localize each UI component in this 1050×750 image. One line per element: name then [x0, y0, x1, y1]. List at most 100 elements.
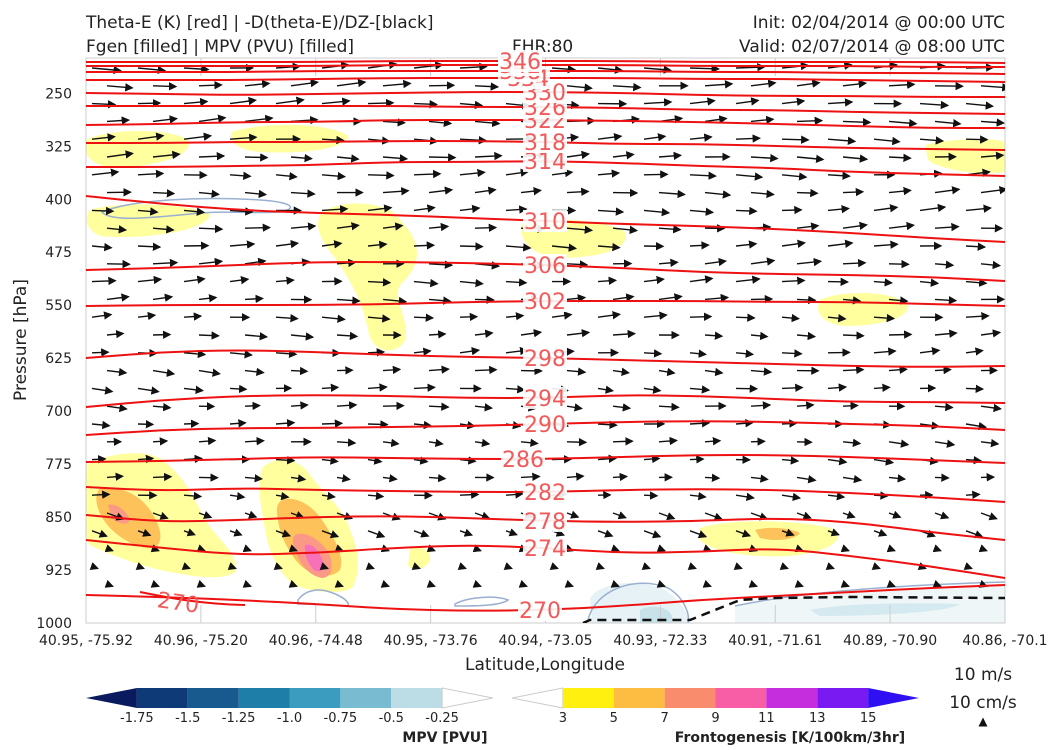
wind-vector — [474, 295, 495, 304]
wind-vector — [965, 421, 988, 431]
wind-vector — [474, 186, 497, 195]
wind-vector — [871, 562, 881, 571]
wind-vector — [735, 419, 754, 428]
wind-vector — [137, 528, 152, 537]
wind-vector — [873, 204, 899, 213]
contour-label: 274 — [524, 537, 566, 562]
y-tick-label: 325 — [45, 139, 72, 155]
wind-vector — [566, 260, 589, 269]
wind-vector — [597, 529, 614, 538]
wind-vector — [781, 456, 800, 465]
wind-vector — [367, 314, 391, 323]
colorbar-tick: -0.25 — [425, 711, 459, 726]
wind-vector — [551, 168, 574, 178]
wind-vector — [336, 401, 358, 410]
wind-vector — [934, 511, 950, 520]
wind-vector — [735, 492, 755, 501]
wind-vector — [183, 385, 204, 394]
wind-vector — [505, 243, 532, 252]
colorbar-swatch — [441, 687, 494, 709]
wind-vector — [382, 296, 408, 306]
wind-vector — [198, 224, 224, 234]
mpv-colorbar: -1.75 -1.5 -1.25 -1.0 -0.75 -0.5 -0.25 — [86, 687, 494, 726]
wind-vector — [750, 257, 776, 266]
wind-vector — [336, 222, 360, 231]
wind-vector — [275, 313, 299, 323]
wind-vector — [244, 114, 274, 124]
wind-vector — [687, 562, 697, 571]
wind-vector — [152, 511, 169, 520]
wind-vector — [229, 171, 252, 180]
wind-vector — [934, 119, 962, 128]
wind-vector — [91, 455, 107, 464]
wind-vector — [229, 207, 254, 216]
theta-e-contour-labels: 2702742782822862902942983023063103143183… — [156, 50, 567, 624]
wind-vector — [183, 528, 196, 537]
wind-vector — [919, 278, 940, 287]
wind-vector — [689, 491, 707, 501]
wind-vector — [781, 528, 795, 537]
wind-vector — [595, 562, 605, 571]
colorbar-swatch — [511, 687, 564, 709]
wind-vector — [873, 136, 901, 146]
wind-vector — [413, 347, 432, 356]
wind-vector — [91, 100, 117, 109]
wind-vector — [965, 312, 990, 321]
wind-vector — [825, 562, 835, 571]
wind-vector — [336, 154, 360, 163]
wind-vector — [106, 150, 134, 159]
wind-vector — [827, 528, 840, 537]
wind-vector — [796, 222, 820, 231]
wind-vector — [472, 544, 482, 553]
wind-vector — [321, 419, 344, 428]
wind-vector — [781, 276, 806, 285]
wind-vector — [781, 349, 803, 358]
wind-vector — [735, 134, 761, 143]
wind-vector — [367, 491, 385, 501]
wind-vector — [152, 437, 169, 446]
wind-vectors — [89, 60, 1005, 588]
wind-vector — [459, 456, 477, 465]
contour-label: 346 — [499, 50, 541, 75]
wind-vector — [382, 401, 405, 411]
wind-vector — [229, 492, 246, 501]
wind-vector — [518, 579, 528, 588]
wind-vector — [321, 171, 347, 181]
wind-vector — [980, 329, 1002, 338]
wind-vector — [873, 491, 889, 500]
y-tick-label: 250 — [45, 86, 72, 102]
wind-vector — [781, 313, 800, 323]
wind-vector — [474, 82, 500, 91]
y-tick-label: 775 — [45, 457, 72, 473]
wind-vector — [886, 579, 896, 588]
wind-vector — [796, 295, 817, 305]
wind-vector — [91, 65, 122, 75]
wind-vector — [137, 242, 162, 251]
y-tick-label: 850 — [45, 510, 72, 526]
wind-vector — [104, 579, 114, 588]
wind-vector — [91, 420, 111, 430]
wind-vector — [89, 562, 99, 571]
wind-vector — [566, 510, 580, 519]
wind-vector — [520, 438, 539, 447]
wind-vector — [689, 349, 708, 358]
wind-vector — [794, 579, 804, 588]
wind-vector — [750, 153, 779, 163]
wind-vector — [196, 544, 206, 553]
colorbar-tick: -1.75 — [120, 711, 154, 726]
x-tick-label: 40.95, -75.92 — [39, 633, 133, 649]
wind-vector — [704, 473, 721, 482]
wind-vector — [244, 436, 265, 446]
wind-vector — [367, 171, 395, 180]
colorbar-tick: 3 — [559, 711, 567, 726]
fgen-colorbar-title: Frontogenesis [K/100km/3hr] — [675, 730, 905, 746]
wind-vector — [842, 187, 865, 197]
wind-vector — [827, 383, 848, 392]
wind-vector — [689, 455, 705, 464]
colorbar-swatch — [868, 688, 919, 708]
wind-vector — [965, 384, 985, 394]
wind-vector — [290, 189, 316, 198]
wind-vector — [273, 562, 283, 571]
wind-vector — [198, 511, 213, 519]
wind-vector — [965, 530, 984, 539]
